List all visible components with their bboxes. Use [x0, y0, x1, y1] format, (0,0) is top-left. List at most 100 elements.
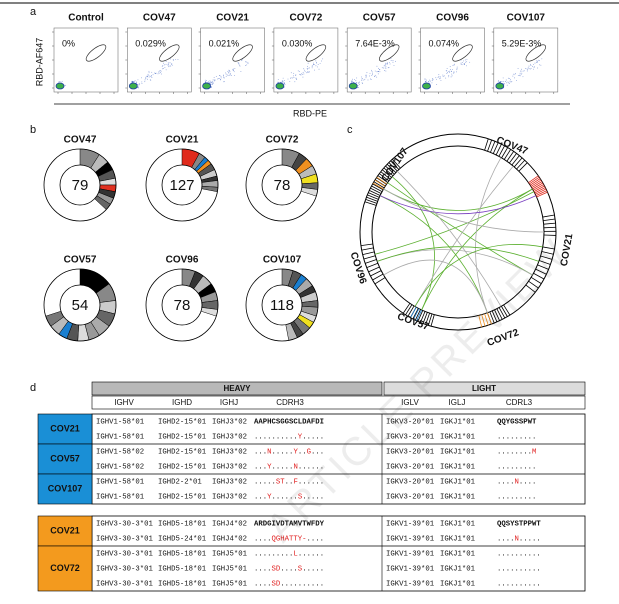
cell-dot	[212, 80, 214, 82]
circos-label: COV57	[396, 311, 431, 333]
cell-dot	[509, 80, 511, 82]
cell-dot	[463, 60, 464, 62]
cell-dot	[316, 66, 318, 68]
cell-dot	[165, 63, 167, 65]
circos-chord	[383, 188, 533, 211]
sequence-cell: IGKV3-20*01	[386, 478, 435, 486]
circos-tick	[373, 181, 385, 189]
clone-count: 118	[270, 297, 294, 314]
cell-dot	[379, 69, 381, 71]
cell-dot	[146, 75, 148, 77]
heavy-header	[91, 381, 383, 396]
cell-dot	[516, 79, 518, 81]
cell-dot	[528, 68, 530, 70]
clone-count: 78	[274, 177, 291, 194]
circos-tick	[531, 181, 543, 189]
donut-outline	[145, 148, 219, 222]
cell-dot	[436, 84, 438, 85]
cell-dot	[161, 65, 163, 67]
sequence-cell: .........L......	[254, 550, 324, 558]
cell-dot	[358, 82, 360, 83]
circos-tick	[385, 165, 395, 175]
cell-dot	[540, 64, 542, 66]
sequence-cell: IGHV1-58*01	[96, 418, 145, 426]
cell-dot	[228, 69, 230, 71]
sequence-cell: IGHV3-30-3*01	[96, 565, 154, 573]
cell-dot	[158, 70, 160, 72]
cell-dot	[505, 79, 507, 81]
cell-dot	[522, 70, 524, 72]
circos-tick	[366, 262, 379, 269]
cell-dot	[356, 77, 358, 79]
cell-dot	[135, 81, 137, 83]
circos-tick	[534, 187, 546, 194]
clone-count: 79	[72, 177, 89, 194]
cell-dot	[137, 79, 139, 81]
cell-dot	[497, 81, 499, 83]
gate-frequency: 0.021%	[209, 38, 240, 48]
sequence-cell: ...Y.....N......	[254, 463, 324, 471]
sequence-cell: IGHV1-58*01	[96, 478, 145, 486]
cell-dot	[527, 69, 529, 71]
cell-dot	[539, 60, 540, 62]
cell-dot	[151, 75, 152, 77]
circos-tick	[518, 162, 528, 172]
cell-dot	[389, 63, 391, 65]
circos-tick	[501, 306, 508, 317]
circos-tick	[525, 284, 536, 293]
cell-dot	[371, 69, 373, 71]
circos-chord	[387, 182, 533, 276]
cell-dot	[519, 75, 521, 77]
cell-dot	[517, 75, 519, 76]
cell-dot	[245, 64, 246, 66]
circos-tick	[532, 182, 544, 190]
density-core	[128, 82, 138, 90]
cell-dot	[392, 60, 394, 61]
cell-dot	[299, 73, 301, 75]
cell-dot	[374, 70, 376, 72]
cell-dot	[524, 68, 526, 70]
cell-dot	[211, 81, 213, 83]
cell-dot	[359, 84, 360, 85]
circos-chord	[475, 157, 502, 313]
cell-dot	[302, 73, 304, 75]
cell-dot	[453, 64, 455, 66]
sequence-cell: IGHV1-58*01	[96, 433, 145, 441]
cell-dot	[466, 61, 468, 63]
cell-dot	[277, 79, 279, 80]
cell-dot	[424, 78, 426, 80]
donut-hole	[59, 164, 101, 206]
cell-dot	[438, 75, 440, 77]
circos-tick	[386, 163, 397, 173]
circos-tick	[481, 314, 486, 327]
circos-tick	[407, 305, 415, 317]
circos-tick	[503, 304, 511, 316]
sequence-cell: IGHJ4*02	[212, 535, 247, 543]
circos-tick	[530, 276, 542, 284]
circos-chord	[383, 259, 488, 313]
panel-label: a	[30, 6, 37, 18]
circos-tick	[390, 160, 400, 170]
cell-dot	[369, 75, 371, 77]
circos-tick	[540, 255, 553, 260]
donut-hole	[261, 164, 303, 206]
cell-dot	[219, 74, 221, 76]
cell-dot	[527, 67, 529, 69]
panel-label: c	[347, 124, 353, 136]
circos-tick	[362, 251, 375, 255]
circos-tick	[372, 273, 384, 281]
sequence-cell: IGKJ1*01	[440, 550, 476, 558]
cell-dot	[443, 75, 445, 77]
cell-dot	[507, 81, 509, 83]
cell-dot	[287, 78, 289, 80]
cell-dot	[229, 74, 231, 76]
circos-tick	[529, 178, 541, 186]
cell-dot	[165, 61, 167, 62]
cell-dot	[385, 70, 387, 72]
circos-tick	[417, 310, 424, 322]
cell-dot	[290, 77, 292, 79]
cell-dot	[379, 71, 381, 73]
donut-outline	[43, 148, 117, 222]
cell-dot	[509, 82, 510, 84]
cell-dot	[172, 59, 174, 61]
